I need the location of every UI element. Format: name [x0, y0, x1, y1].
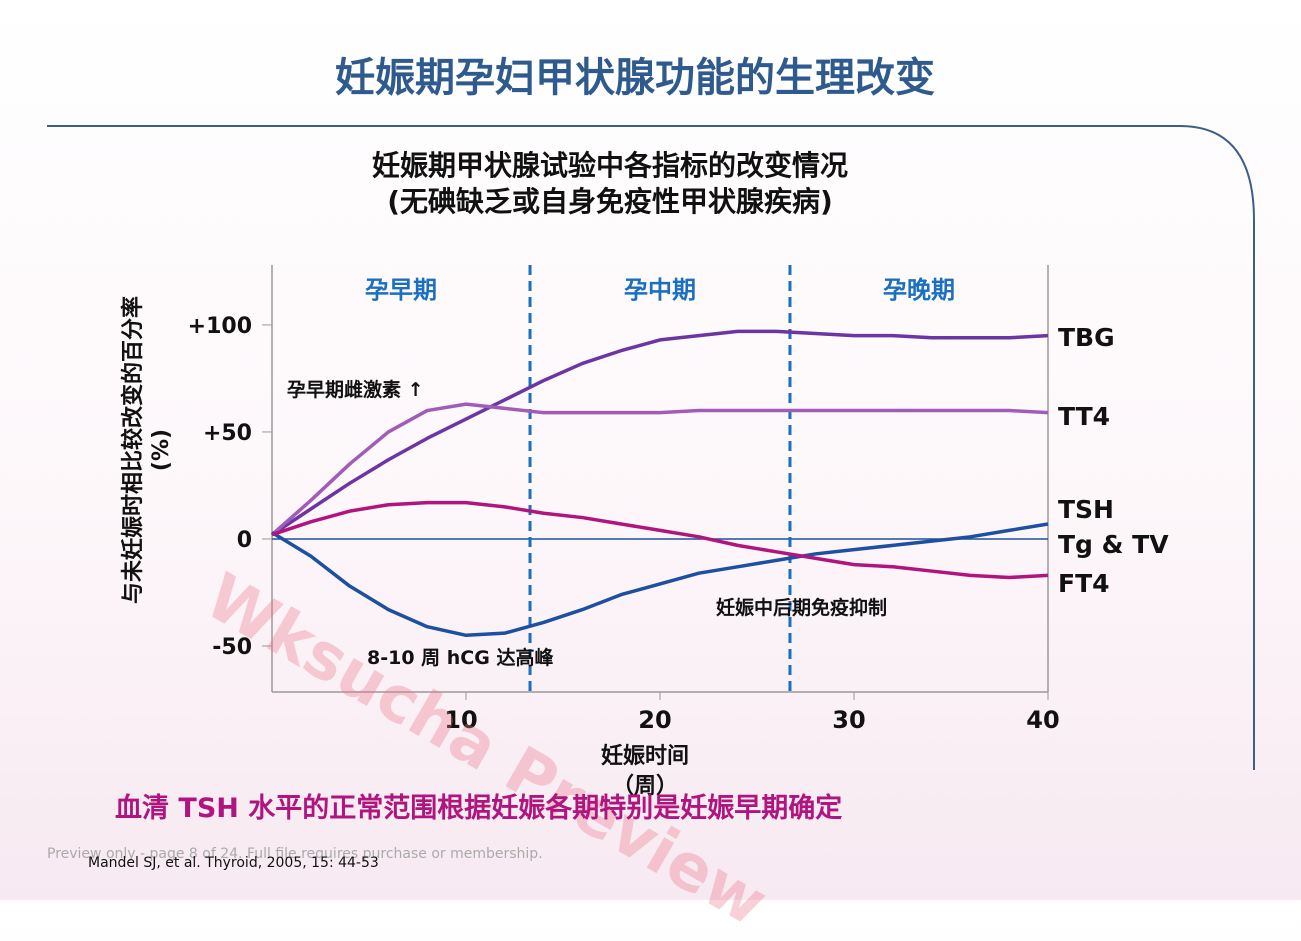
x-tick-label: 10: [444, 706, 477, 734]
annotation: 妊娠中后期免疫抑制: [716, 597, 888, 619]
header-rule: [47, 125, 1255, 770]
x-tick-label: 40: [1026, 706, 1059, 734]
legend-label: TBG: [1058, 323, 1115, 352]
phase-label: 孕晚期: [883, 276, 955, 304]
legend-label: FT4: [1058, 569, 1110, 598]
legend-label: Tg & TV: [1058, 530, 1169, 559]
phase-label: 孕中期: [624, 276, 696, 304]
y-tick-label: -50: [212, 635, 252, 660]
annotation: 8-10 周 hCG 达高峰: [367, 647, 554, 669]
x-tick-label: 30: [832, 706, 865, 734]
y-tick-label: 0: [237, 528, 252, 553]
legend-label: TSH: [1058, 495, 1114, 524]
chart: +100 +50 0 -50 10 20 30 40 孕早期 孕中期 孕晚期 TBG TT4 TSH FT4…: [47, 125, 1255, 770]
series-line: [271, 329, 1049, 537]
phase-label: 孕早期: [365, 276, 437, 304]
chart-title-line: 妊娠期甲状腺试验中各指标的改变情况: [371, 149, 848, 182]
legend-label: TT4: [1058, 402, 1110, 431]
annotation: 孕早期雌激素 ↑: [287, 379, 424, 401]
slide-title: 妊娠期孕妇甲状腺功能的生理改变: [335, 55, 935, 101]
footnote: 血清 TSH 水平的正常范围根据妊娠各期特别是妊娠早期确定: [115, 793, 843, 824]
preview-notice: Preview only - page 8 of 24. Full file r…: [47, 846, 543, 862]
chart-title-line: (无碘缺乏或自身免疫性甲状腺疾病): [387, 185, 833, 218]
x-axis-title: 妊娠时间（周）: [600, 744, 689, 799]
y-tick-label: +100: [188, 314, 252, 339]
series-line: [271, 500, 1049, 580]
y-tick-label: +50: [203, 421, 252, 446]
chart-title: 妊娠期甲状腺试验中各指标的改变情况 (无碘缺乏或自身免疫性甲状腺疾病): [240, 148, 980, 220]
series-line: [271, 522, 1049, 638]
series-line: [270, 402, 1049, 536]
y-axis-title: 与未妊娠时相比较改变的百分率 (%): [121, 296, 174, 605]
citation: Mandel SJ, et al. Thyroid, 2005, 15: 44-…: [88, 855, 379, 871]
x-tick-label: 20: [638, 706, 671, 734]
